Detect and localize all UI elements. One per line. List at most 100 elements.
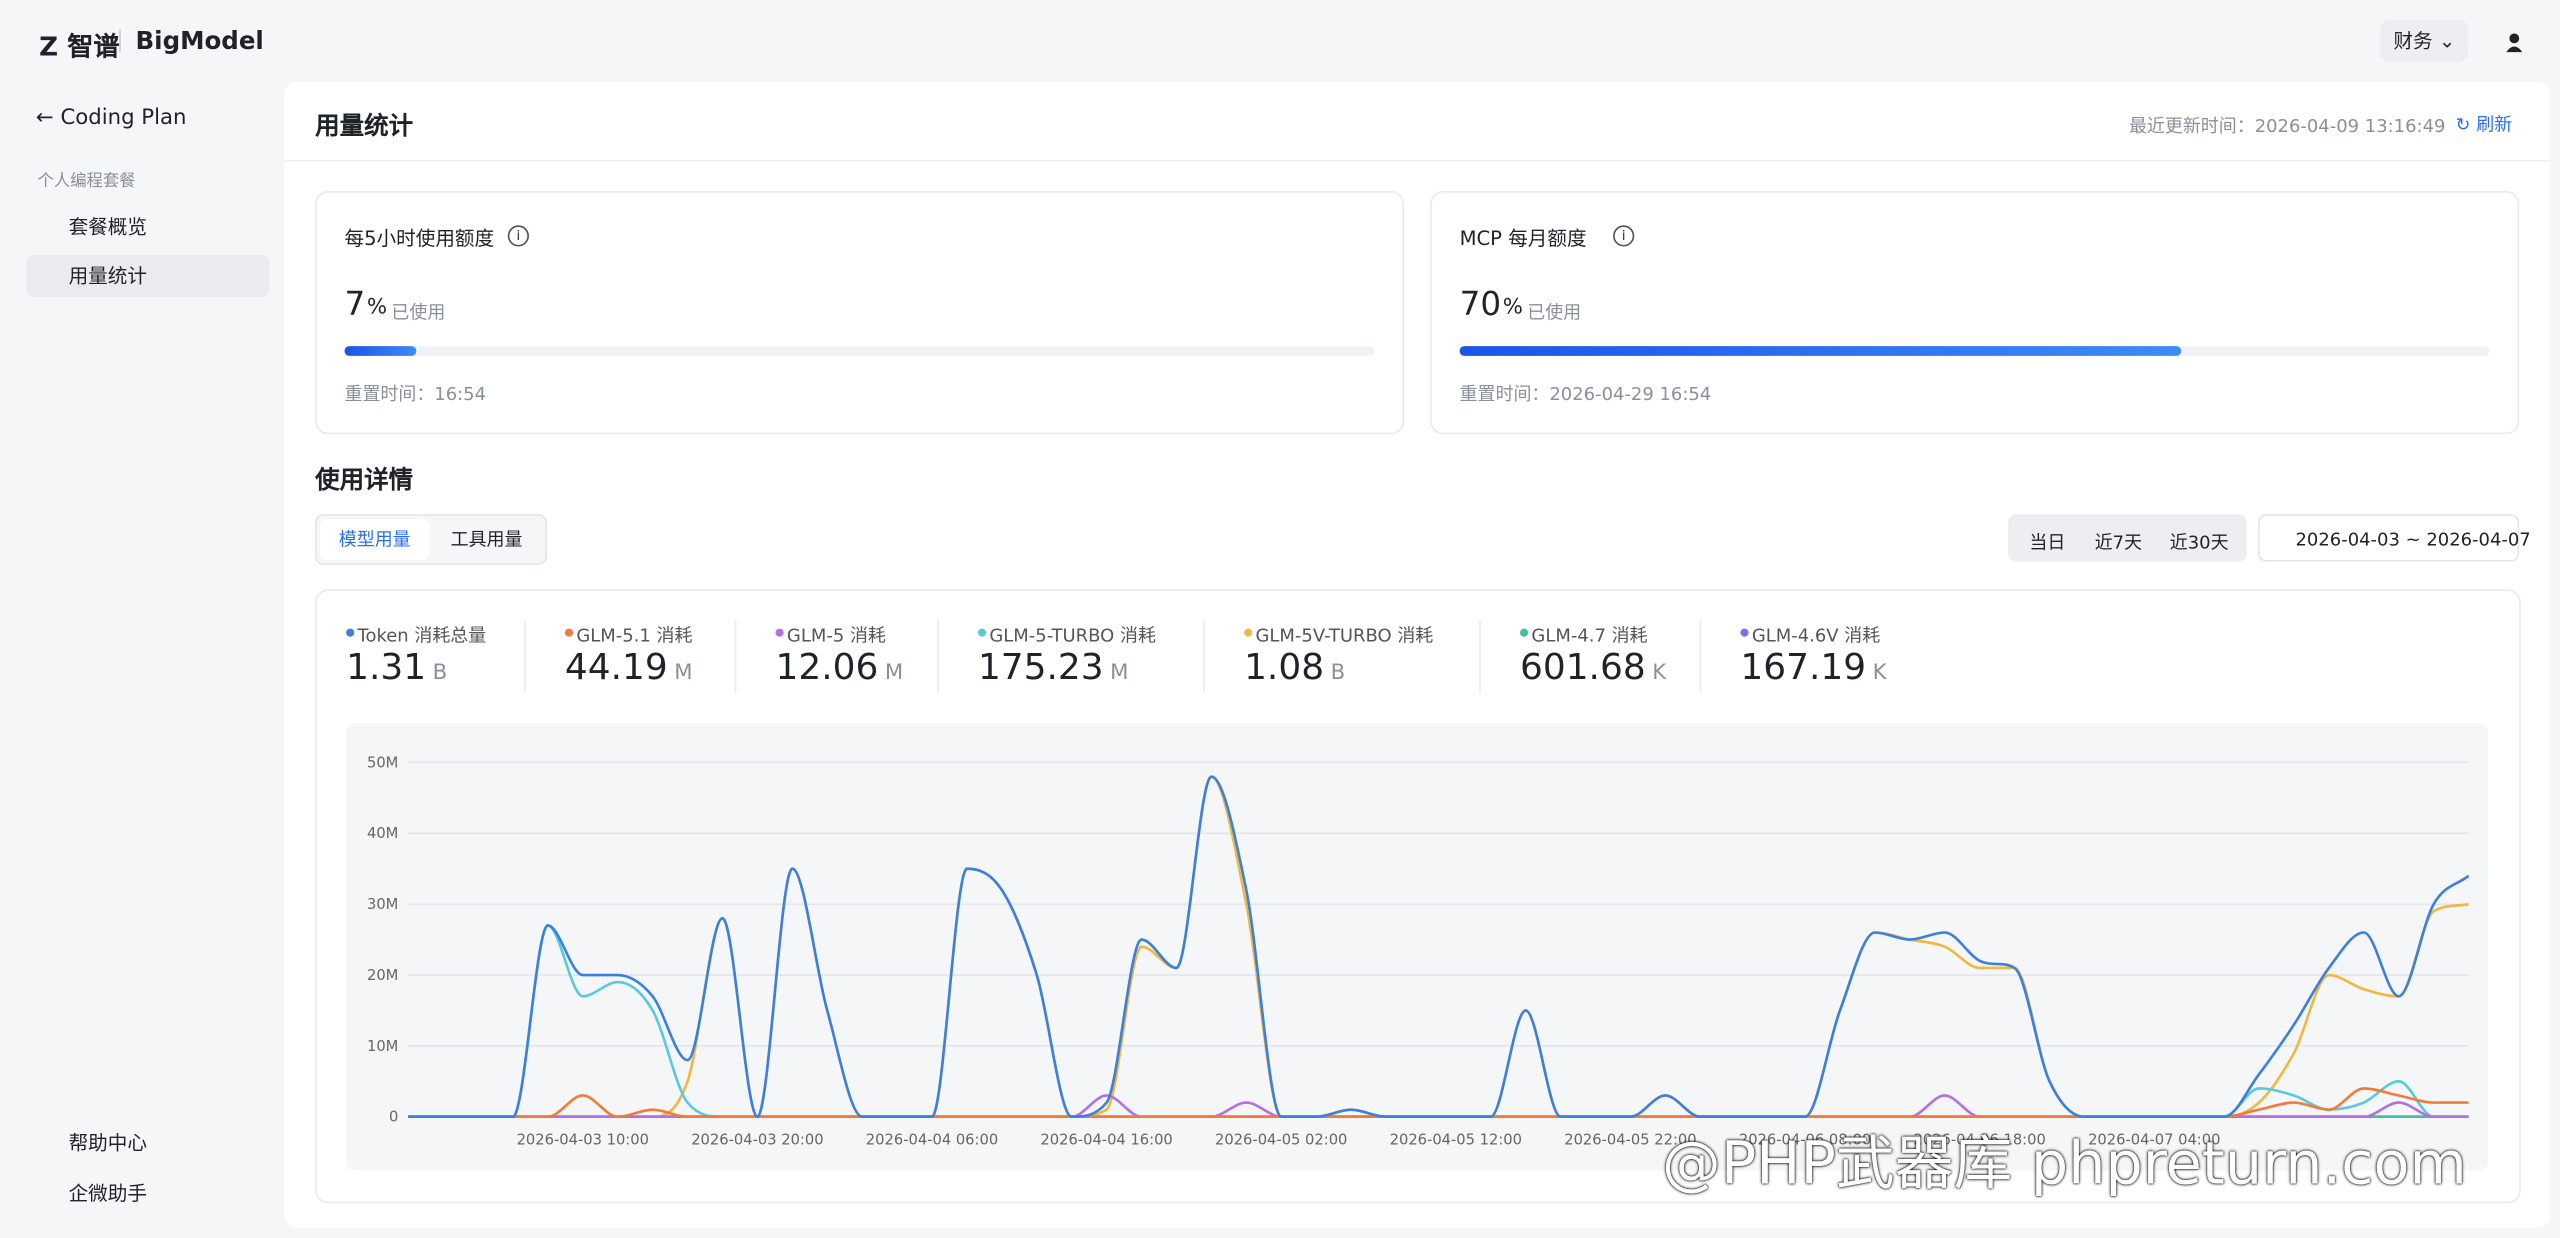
legend-name: GLM-4.6V 消耗 — [1751, 625, 1881, 647]
back-link[interactable]: ← Coding Plan — [35, 106, 187, 131]
series-line — [408, 775, 2470, 1119]
x-tick-label: 2026-04-06 08:00 — [1739, 1131, 1871, 1148]
range-text: 当日 — [2029, 532, 2066, 554]
role-select[interactable]: 财务 ⌄ — [2380, 19, 2469, 63]
y-tick-label: 50M — [367, 754, 398, 771]
divider — [119, 29, 121, 53]
quota-card — [1430, 191, 2520, 435]
stat-value: 1.31 — [346, 648, 427, 689]
section-title: 使用详情 — [315, 465, 414, 495]
line-chart: 0 10M 20M 30M 40M 50M 2026-04-03 10:00 2026-04-… — [346, 723, 2489, 1171]
stat-divider — [524, 620, 526, 693]
x-tick-label: 2026-04-03 10:00 — [517, 1131, 649, 1148]
legend-name: GLM-5 消耗 — [786, 625, 886, 647]
x-tick-label: 2026-04-04 16:00 — [1040, 1131, 1172, 1148]
x-tick-label: 2026-04-03 20:00 — [691, 1131, 823, 1148]
info-icon: i — [507, 225, 529, 247]
legend-name: GLM-5V-TURBO 消耗 — [1255, 625, 1434, 647]
help-text: 帮助中心 — [68, 1131, 147, 1155]
range-button[interactable]: 近7天 — [2095, 529, 2142, 555]
legend-name: GLM-4.7 消耗 — [1531, 625, 1648, 647]
role: 财务 — [2393, 29, 2433, 53]
x-tick-label: 2026-04-05 22:00 — [1564, 1131, 1696, 1148]
x-tick-label: 2026-04-04 06:00 — [866, 1131, 998, 1148]
stat-divider — [937, 620, 939, 693]
x-tick-label: 2026-04-07 04:00 — [2088, 1131, 2220, 1148]
quota-card — [315, 191, 1405, 435]
x-tick-label: 2026-04-05 02:00 — [1215, 1131, 1347, 1148]
date-picker[interactable]: 2026-04-03 ~ 2026-04-07 — [2257, 514, 2531, 562]
y-tick-label: 40M — [367, 825, 398, 842]
quota-unit: % — [366, 295, 388, 320]
range-button[interactable]: 当日 — [2029, 529, 2065, 555]
logo-mark: Z — [39, 31, 59, 63]
user-icon[interactable] — [2506, 28, 2523, 53]
x-tick-label: 2026-04-06 18:00 — [1913, 1131, 2045, 1148]
help-link[interactable]: 帮助中心 — [36, 1128, 147, 1156]
stat-unit: K — [1652, 661, 1667, 686]
stat-value: 12.06 — [775, 648, 879, 689]
legend-dot — [1740, 628, 1749, 637]
stat-value: 1.08 — [1244, 648, 1325, 689]
progress-fill — [1459, 346, 2181, 356]
legend-dot — [1519, 628, 1529, 637]
date-text: 2026-04-03 ~ 2026-04-07 — [2295, 528, 2531, 551]
progress-fill — [344, 346, 417, 356]
assistant-text: 企微助手 — [68, 1182, 147, 1205]
quota-title: 每5小时使用额度 — [344, 226, 495, 250]
quota-percent: 7 — [344, 284, 366, 324]
plot-background — [346, 723, 2489, 1171]
quota-unit: % — [1502, 295, 1523, 320]
nav-item-active[interactable]: 用量统计 — [26, 254, 270, 298]
legend-name: GLM-5-TURBO 消耗 — [989, 625, 1156, 647]
legend-dot — [564, 628, 574, 637]
y-tick-label: 0 — [389, 1109, 398, 1126]
refresh-button[interactable]: ↻ 刷新 — [2455, 114, 2513, 136]
legend-dot — [977, 628, 987, 637]
updated-time: 最近更新时间：2026-04-09 13:16:49 — [2128, 115, 2446, 138]
refresh-text: 刷新 — [2476, 114, 2513, 136]
stat-divider — [1479, 620, 1481, 693]
tab-text: 工具用量 — [450, 528, 523, 551]
logo-text: 智谱 — [67, 31, 120, 63]
product-name: BigModel — [135, 26, 264, 56]
stat-value: 167.19 — [1740, 648, 1867, 689]
stat-unit: M — [674, 661, 693, 686]
range-button[interactable]: 近30天 — [2170, 529, 2229, 555]
header-rule — [284, 159, 2551, 162]
tab-text: 模型用量 — [338, 528, 411, 551]
nav-text: 用量统计 — [68, 264, 147, 288]
user-glyph — [2506, 33, 2523, 53]
section-label: 个人编程套餐 — [37, 173, 136, 192]
tab[interactable]: 工具用量 — [433, 519, 541, 560]
stat-value: 601.68 — [1519, 648, 1646, 689]
legend-name: Token 消耗总量 — [357, 625, 487, 647]
quota-used: 已使用 — [391, 302, 446, 324]
logo: Z 智谱 — [39, 24, 119, 63]
stat-divider — [1699, 620, 1702, 693]
stat-divider — [734, 620, 737, 693]
range-text: 近30天 — [2169, 532, 2229, 554]
assistant-link[interactable]: 企微助手 — [36, 1179, 147, 1207]
info-icon: i — [1613, 225, 1635, 247]
tab-active[interactable]: 模型用量 — [319, 519, 430, 560]
y-tick-label: 20M — [367, 967, 398, 984]
quota-percent: 70 — [1459, 284, 1502, 324]
progress-track — [344, 346, 1375, 356]
quota-used: 已使用 — [1527, 302, 1582, 324]
page-title: 用量统计 — [315, 111, 414, 141]
y-tick-label: 10M — [367, 1038, 398, 1055]
stat-value: 44.19 — [564, 648, 668, 689]
nav-item[interactable]: 套餐概览 — [26, 206, 269, 248]
legend-name: GLM-5.1 消耗 — [576, 625, 693, 647]
legend-dot — [775, 628, 784, 637]
stat-unit: B — [1330, 661, 1346, 686]
nav-text: 套餐概览 — [68, 215, 147, 239]
reset-time: 重置时间：2026-04-29 16:54 — [1459, 383, 1712, 405]
reset-time: 重置时间：16:54 — [344, 383, 487, 405]
stat-divider — [1203, 620, 1205, 693]
range-group — [2008, 514, 2247, 562]
back-text: Coding Plan — [60, 106, 187, 131]
